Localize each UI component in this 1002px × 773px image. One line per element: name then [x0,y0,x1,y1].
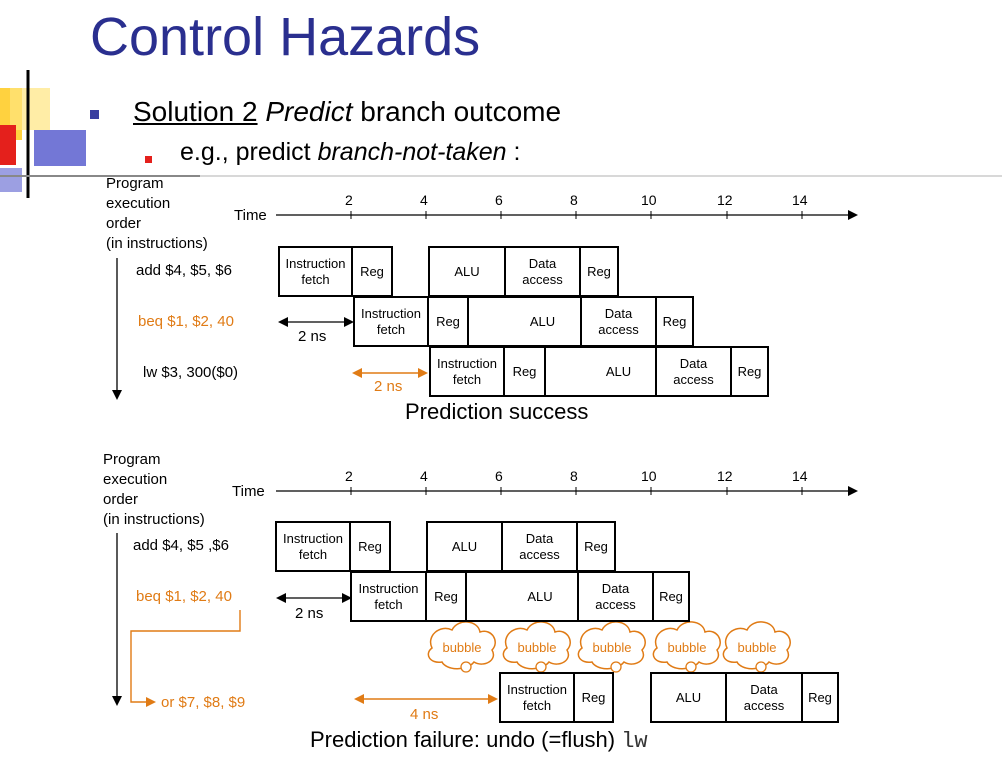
stage-reg: Reg [349,521,391,572]
stage-fetch: Instruction fetch [429,346,505,397]
tick-12: 12 [717,468,733,484]
tick-10: 10 [641,192,657,208]
slide-title: Control Hazards [90,7,481,67]
tick-8: 8 [570,192,578,208]
stage-fetch: Instruction fetch [499,672,575,723]
stage-reg: Reg [425,571,467,622]
corner-decoration [0,70,1002,198]
stage-reg: Reg [503,346,546,397]
stage-reg: Reg [655,296,694,347]
stage-reg: Reg [576,521,616,572]
stage-alu: ALU [650,672,727,723]
tick-6: 6 [495,468,503,484]
instr-add: add $4, $5, $6 [136,262,232,279]
bubble-1: bubble [427,621,496,673]
delay-label-2: 2 ns [374,378,403,395]
example-prefix: e.g., predict [180,138,318,166]
stage-data: Data access [725,672,803,723]
caption-failure-text: Prediction failure: undo (=flush) [310,727,622,752]
time-label-1: Time [234,207,267,224]
stage-alu: ALU [544,346,657,397]
stage-alu: ALU [426,521,503,572]
example-line: e.g., predict branch-not-taken : [180,138,521,167]
caption-failure-code: lw [621,729,648,754]
stage-alu: ALU [465,571,579,622]
stage-data: Data access [501,521,578,572]
tick-4: 4 [420,468,428,484]
solution-rest: branch outcome [352,96,562,127]
tick-10: 10 [641,468,657,484]
stage-fetch: Instruction fetch [278,246,353,297]
delay-label-1: 2 ns [298,328,327,345]
stage-reg: Reg [801,672,839,723]
tick-14: 14 [792,192,808,208]
stage-fetch: Instruction fetch [350,571,427,622]
instr-add: add $4, $5 ,$6 [133,537,229,554]
bubble-2: bubble [502,621,571,673]
instr-lw: lw $3, 300($0) [143,364,239,381]
tick-2: 2 [345,192,353,208]
tick-12: 12 [717,192,733,208]
time-label-2: Time [232,483,265,500]
stage-reg: Reg [652,571,690,622]
stage-alu: ALU [467,296,582,347]
example-suffix: : [506,138,521,166]
tick-6: 6 [495,192,503,208]
bullet-square [90,110,99,119]
stage-fetch: Instruction fetch [275,521,351,572]
program-order-label-1: Program execution order (in instructions… [106,175,208,252]
stage-reg: Reg [579,246,619,297]
program-order-label-2: Program execution order (in instructions… [103,451,205,528]
stage-reg: Reg [351,246,393,297]
instr-beq: beq $1, $2, 40 [138,313,234,330]
bubble-label-1: bubble [442,640,481,655]
bubble-label-2: bubble [517,640,556,655]
caption-failure: Prediction failure: undo (=flush) lw [310,727,648,754]
bubble-label-5: bubble [737,640,776,655]
solution-predict: Predict [265,96,353,127]
stage-reg: Reg [427,296,469,347]
tick-8: 8 [570,468,578,484]
sub-bullet-square [145,156,152,163]
bubble-label-3: bubble [592,640,631,655]
example-italic: branch-not-taken [317,138,507,166]
stage-reg: Reg [730,346,769,397]
stage-reg: Reg [573,672,614,723]
instr-beq: beq $1, $2, 40 [136,588,232,605]
delay-label-3: 2 ns [295,605,324,622]
tick-14: 14 [792,468,808,484]
instr-or: or $7, $8, $9 [161,694,246,711]
caption-success: Prediction success [405,399,589,424]
stage-fetch: Instruction fetch [353,296,429,347]
stage-data: Data access [580,296,657,347]
bubble-4: bubble [652,621,721,673]
bubble-3: bubble [577,621,646,673]
stage-data: Data access [655,346,732,397]
solution-label: Solution 2 [133,96,258,127]
tick-4: 4 [420,192,428,208]
stage-data: Data access [577,571,654,622]
bubble-5: bubble [722,621,791,673]
tick-2: 2 [345,468,353,484]
bubble-label-4: bubble [667,640,706,655]
stage-data: Data access [504,246,581,297]
delay-label-4: 4 ns [410,706,439,723]
solution-line: Solution 2 Predict branch outcome [133,96,561,128]
stage-alu: ALU [428,246,506,297]
